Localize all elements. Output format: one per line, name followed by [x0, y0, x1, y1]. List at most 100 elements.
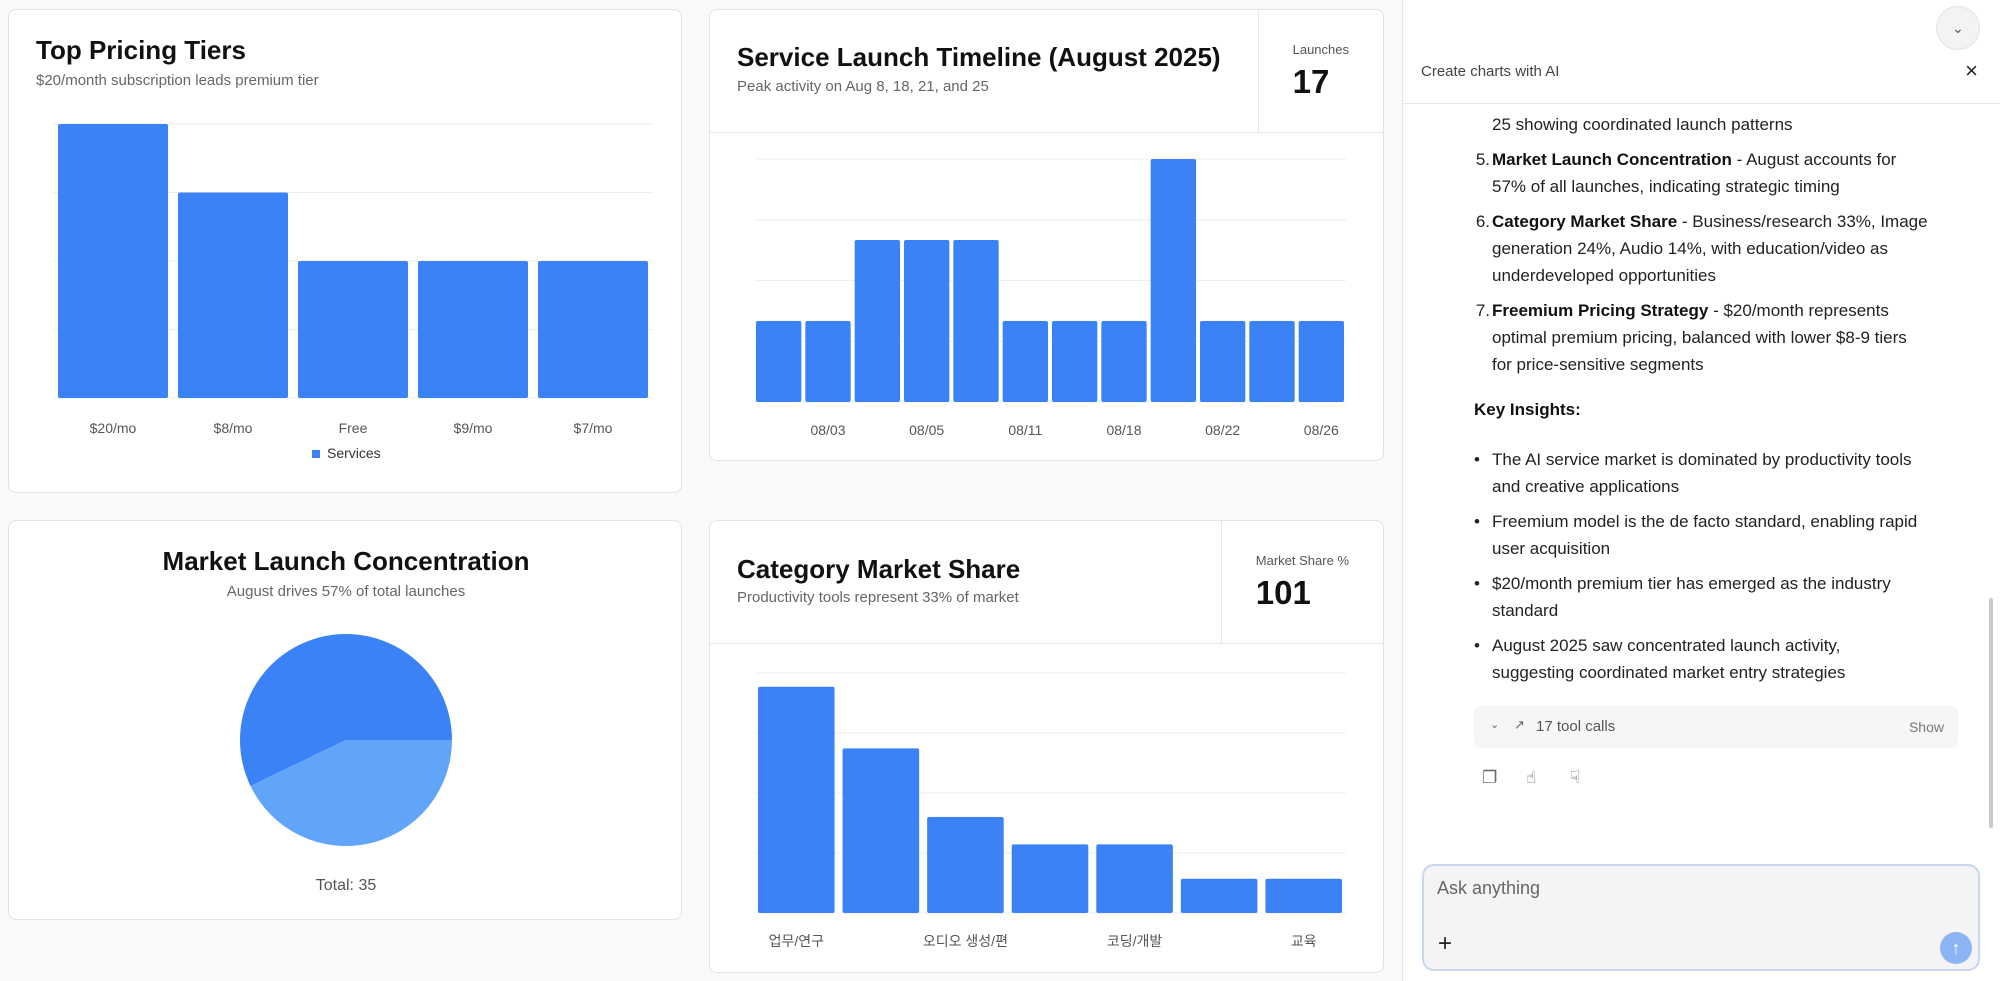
bar: [805, 321, 851, 402]
tick-label: 08/22: [1205, 422, 1240, 438]
timeline-title: Service Launch Timeline (August 2025): [737, 42, 1221, 72]
pricing-chart: $20/mo $8/mo Free $9/mo $7/mo Services: [53, 123, 653, 461]
kpi-value: 101: [1255, 574, 1311, 611]
tick-label: 08/03: [810, 422, 845, 438]
tick-label: 교육: [1291, 933, 1317, 949]
legend-label: Services: [327, 445, 381, 461]
tick-label: 08/26: [1304, 422, 1339, 438]
key-insights-heading: Key Insights:: [1474, 400, 1581, 419]
card-divider: [710, 643, 1383, 644]
insight-text: user acquisition: [1492, 539, 1611, 558]
category-title: Category Market Share: [737, 554, 1021, 584]
item-text: 57% of all launches, indicating strategi…: [1492, 177, 1840, 196]
insight-text: August 2025 saw concentrated launch acti…: [1492, 636, 1841, 655]
copy-icon: ❐: [1482, 768, 1498, 787]
kpi-value: 17: [1292, 63, 1330, 100]
bar: [538, 261, 648, 398]
bar: [842, 748, 920, 913]
tick-label: 08/18: [1106, 422, 1141, 438]
send-button[interactable]: ↑: [1940, 932, 1972, 964]
pie-slice: [240, 634, 452, 786]
pricing-card: Top Pricing Tiers $20/month subscription…: [8, 9, 682, 493]
pricing-subtitle: $20/month subscription leads premium tie…: [36, 72, 319, 89]
concentration-chart: [240, 634, 452, 846]
item-heading: Market Launch Concentration: [1492, 150, 1732, 169]
bar: [953, 240, 999, 402]
insight-item: • Freemium model is the de facto standard…: [1474, 508, 1962, 562]
insight-text: suggesting coordinated market entry stra…: [1492, 663, 1846, 682]
category-subtitle: Productivity tools represent 33% of mark…: [737, 589, 1019, 606]
legend-swatch: [312, 450, 320, 458]
item-heading: Freemium Pricing Strategy: [1492, 301, 1709, 320]
concentration-subtitle: August drives 57% of total launches: [226, 583, 466, 600]
item-text: for price-sensitive segments: [1492, 355, 1704, 374]
collapse-button[interactable]: ⌄: [1936, 6, 1980, 50]
chat-input-box: + ↑: [1422, 864, 1980, 971]
ai-chat-panel: [1402, 0, 2000, 981]
tick-label: 오디오 생성/편: [923, 933, 1008, 949]
show-tool-calls-button[interactable]: Show: [1908, 719, 1944, 735]
attach-button[interactable]: +: [1438, 930, 1452, 958]
bullet-icon: •: [1474, 574, 1480, 593]
item-text: - Business/research 33%, Image: [1677, 212, 1928, 231]
item-number: 5.: [1475, 150, 1490, 169]
insight-item: • The AI service market is dominated by p…: [1474, 446, 1962, 500]
timeline-chart: 08/03 08/05 08/11 08/18 08/22 08/26: [754, 158, 1346, 438]
thumbs-down-icon: ☟: [1570, 768, 1581, 787]
card-divider: [710, 132, 1383, 133]
panel-header: Create charts with AI ×: [1402, 56, 2000, 104]
concentration-card: Market Launch Concentration August drive…: [8, 520, 682, 920]
category-chart: 업무/연구 오디오 생성/편 코딩/개발 교육: [754, 672, 1346, 949]
bar: [756, 321, 802, 402]
tick-label: $7/mo: [574, 420, 613, 436]
chevron-down-icon: ⌄: [1490, 719, 1500, 731]
kpi-label: Launches: [1292, 42, 1349, 57]
bullet-icon: •: [1474, 636, 1480, 655]
bar: [58, 124, 168, 398]
arrow-up-icon: ↑: [1951, 937, 1961, 958]
bar: [758, 686, 835, 913]
tick-label: 업무/연구: [769, 933, 825, 949]
category-card: Category Market Share Productivity tools…: [709, 520, 1384, 973]
bar: [1011, 844, 1089, 913]
launches-kpi: Launches 17: [1257, 10, 1383, 132]
insight-text: standard: [1492, 601, 1559, 620]
copy-button[interactable]: ❐: [1482, 768, 1497, 788]
item-text: - $20/month represents: [1708, 301, 1889, 320]
insight-text: The AI service market is dominated by pr…: [1492, 450, 1912, 469]
item-text: - August accounts for: [1731, 150, 1897, 169]
bar: [1002, 321, 1048, 402]
chat-input[interactable]: [1437, 878, 1937, 899]
insight-text: $20/month premium tier has emerged as th…: [1492, 574, 1891, 593]
pricing-title: Top Pricing Tiers: [36, 35, 246, 65]
tick-label: $9/mo: [454, 420, 493, 436]
scrollbar[interactable]: [1989, 598, 1993, 828]
close-button[interactable]: ×: [1965, 58, 1978, 84]
tool-icon: ↗: [1514, 717, 1525, 732]
panel-title: Create charts with AI: [1421, 63, 1560, 80]
bar: [1265, 878, 1342, 913]
bar: [1200, 321, 1246, 402]
insight-item: • August 2025 saw concentrated launch act…: [1474, 632, 1962, 686]
bar: [1180, 878, 1258, 913]
thumbs-up-button[interactable]: ☝: [1526, 768, 1536, 788]
bar: [298, 261, 408, 398]
bar: [418, 261, 528, 398]
item-number: 7.: [1475, 301, 1490, 320]
insight-item: • $20/month premium tier has emerged as t…: [1474, 570, 1962, 624]
chevron-down-icon: ⌄: [1952, 19, 1964, 36]
tool-calls-label: 17 tool calls: [1536, 718, 1616, 735]
pie-total: Total: 35: [315, 877, 377, 894]
thumbs-down-button[interactable]: ☟: [1570, 768, 1580, 788]
bar: [1101, 321, 1147, 402]
dashboard-canvas: Top Pricing Tiers $20/month subscription…: [8, 9, 1384, 973]
bar: [1052, 321, 1098, 402]
bullet-icon: •: [1474, 512, 1480, 531]
insight-text: and creative applications: [1492, 477, 1680, 496]
tool-calls-toggle[interactable]: ⌄ ↗ 17 tool calls Show: [1474, 706, 1958, 748]
truncated-line: 25 showing coordinated launch patterns: [1492, 115, 1793, 134]
bar: [854, 240, 900, 402]
close-icon: ×: [1965, 58, 1978, 83]
concentration-title: Market Launch Concentration: [162, 546, 530, 576]
bar: [927, 817, 1004, 913]
